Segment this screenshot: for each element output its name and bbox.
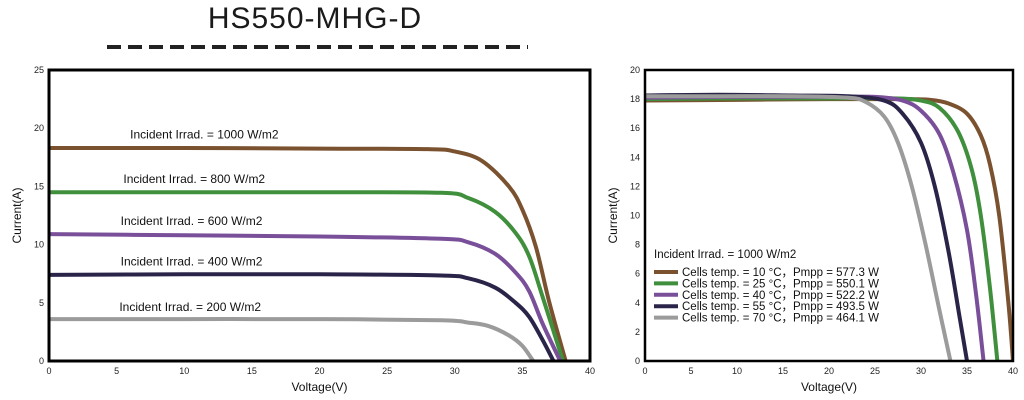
legend-entry: Cells temp. = 70 °C，Pmpp = 464.1 W bbox=[682, 313, 879, 325]
x-tick-label: 0 bbox=[642, 366, 647, 376]
legend-entry: Cells temp. = 25 °C，Pmpp = 550.1 W bbox=[682, 278, 879, 290]
plot-frame bbox=[47, 68, 592, 363]
series-line-3 bbox=[645, 94, 986, 361]
curve-annotation: Incident Irrad. = 800 W/m2 bbox=[123, 172, 265, 186]
y-tick-label: 25 bbox=[34, 65, 44, 75]
y-tick-label: 10 bbox=[630, 211, 640, 221]
y-axis-label: Current(A) bbox=[606, 187, 620, 243]
series-line-1 bbox=[645, 97, 1013, 361]
curve-annotation: Incident Irrad. = 1000 W/m2 bbox=[130, 128, 279, 142]
y-tick-label: 5 bbox=[39, 298, 44, 308]
y-tick-label: 12 bbox=[630, 181, 640, 191]
plot-frame bbox=[643, 68, 1015, 363]
y-tick-label: 16 bbox=[630, 123, 640, 133]
series-line-4 bbox=[645, 92, 969, 361]
x-tick-label: 30 bbox=[450, 366, 460, 376]
x-tick-label: 5 bbox=[688, 366, 693, 376]
legend-entry: Cells temp. = 40 °C，Pmpp = 522.2 W bbox=[682, 290, 879, 302]
curve-annotation: Incident Irrad. = 400 W/m2 bbox=[121, 255, 263, 269]
x-tick-label: 0 bbox=[46, 366, 51, 376]
legend-entry: Cells temp. = 55 °C，Pmpp = 493.5 W bbox=[682, 301, 879, 313]
x-tick-label: 40 bbox=[1008, 366, 1018, 376]
x-tick-label: 10 bbox=[179, 366, 189, 376]
y-tick-label: 2 bbox=[635, 327, 640, 337]
x-axis-label: Voltage(V) bbox=[801, 380, 857, 394]
x-tick-label: 10 bbox=[732, 366, 742, 376]
x-tick-label: 25 bbox=[382, 366, 392, 376]
x-tick-label: 25 bbox=[870, 366, 880, 376]
series-line-2 bbox=[49, 190, 565, 361]
x-axis-label: Voltage(V) bbox=[291, 380, 347, 394]
series-line-4 bbox=[49, 272, 556, 361]
x-tick-label: 40 bbox=[585, 366, 595, 376]
x-tick-label: 35 bbox=[517, 366, 527, 376]
series-line-1 bbox=[49, 145, 568, 361]
x-tick-label: 15 bbox=[778, 366, 788, 376]
legend: Cells temp. = 10 °C，Pmpp = 577.3 WCells … bbox=[654, 267, 879, 325]
x-tick-label: 20 bbox=[314, 366, 324, 376]
x-tick-label: 35 bbox=[962, 366, 972, 376]
y-tick-label: 14 bbox=[630, 152, 640, 162]
curve-annotation: Incident Irrad. = 600 W/m2 bbox=[121, 214, 263, 228]
x-tick-label: 5 bbox=[114, 366, 119, 376]
x-tick-label: 30 bbox=[916, 366, 926, 376]
x-tick-label: 15 bbox=[247, 366, 257, 376]
page-title: HS550-MHG-D bbox=[207, 2, 423, 35]
series-line-3 bbox=[49, 232, 563, 361]
y-tick-label: 6 bbox=[635, 269, 640, 279]
y-tick-label: 20 bbox=[630, 65, 640, 75]
y-tick-label: 4 bbox=[635, 298, 640, 308]
y-tick-label: 10 bbox=[34, 240, 44, 250]
curve-annotation: Incident Irrad. = 200 W/m2 bbox=[119, 300, 261, 314]
series-line-2 bbox=[645, 96, 1000, 361]
y-axis-label: Current(A) bbox=[10, 187, 24, 243]
series-line-5 bbox=[645, 94, 953, 361]
legend-entry: Cells temp. = 10 °C，Pmpp = 577.3 W bbox=[682, 267, 879, 279]
series-line-5 bbox=[49, 317, 536, 361]
y-tick-label: 15 bbox=[34, 181, 44, 191]
x-tick-label: 20 bbox=[824, 366, 834, 376]
y-tick-label: 18 bbox=[630, 94, 640, 104]
y-tick-label: 0 bbox=[635, 356, 640, 366]
y-tick-label: 0 bbox=[39, 356, 44, 366]
y-tick-label: 8 bbox=[635, 240, 640, 250]
legend-header: Incident Irrad. = 1000 W/m2 bbox=[654, 249, 796, 261]
title-underline bbox=[107, 45, 528, 49]
y-tick-label: 20 bbox=[34, 123, 44, 133]
